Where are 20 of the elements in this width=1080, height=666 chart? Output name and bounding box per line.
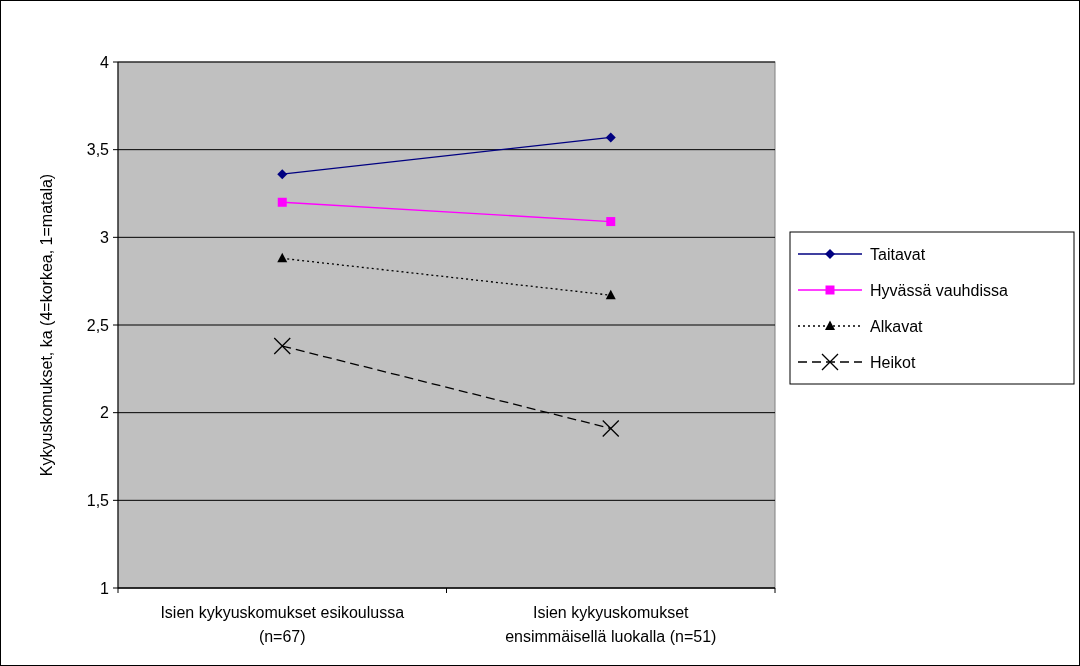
legend-label: Alkavat <box>870 317 924 335</box>
y-tick-label: 3,5 <box>86 141 110 159</box>
point <box>277 197 287 207</box>
point <box>602 419 620 438</box>
point <box>605 132 616 143</box>
y-axis-title: Kykyuskomukset, ka (4=korkea, 1=matala) <box>38 173 55 477</box>
y-tick-label: 1,5 <box>86 491 110 509</box>
y-tick-label: 1 <box>100 579 110 597</box>
y-tick-label: 2 <box>100 404 110 422</box>
y-tick-label: 2,5 <box>86 316 110 334</box>
legend-label: Taitavat <box>870 245 926 263</box>
y-tick-label: 3 <box>100 228 110 246</box>
point <box>606 217 616 227</box>
legend-label: Heikot <box>870 353 916 371</box>
y-tick-label: 4 <box>100 53 110 71</box>
legend-label: Hyvässä vauhdissa <box>870 281 1008 299</box>
point <box>277 169 288 180</box>
x-tick-label: Isien kykyuskomukset esikoulussa (n=67) <box>160 604 405 645</box>
x-tick-label: Isien kykyuskomukset ensimmäisellä luokalla (n=51) <box>505 604 717 645</box>
point <box>273 337 291 355</box>
